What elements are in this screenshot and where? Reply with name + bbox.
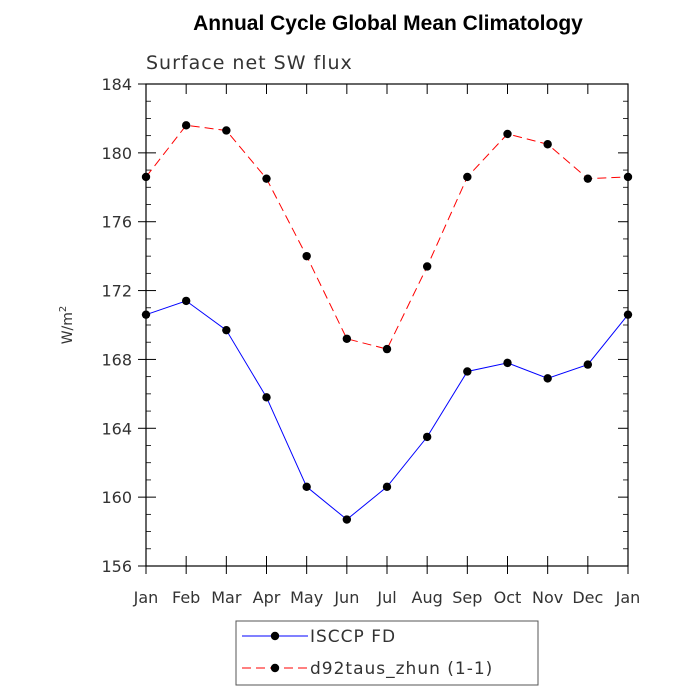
data-point bbox=[503, 129, 512, 139]
data-point bbox=[302, 251, 311, 261]
legend-box bbox=[235, 620, 539, 686]
x-tick-label: Aug bbox=[412, 588, 443, 607]
legend-label: ISCCP FD bbox=[310, 627, 396, 647]
y-tick-label: 168 bbox=[101, 350, 132, 369]
data-point bbox=[342, 334, 352, 343]
data-point bbox=[543, 374, 552, 383]
y-tick-label: 184 bbox=[101, 75, 132, 94]
data-point bbox=[382, 344, 392, 354]
y-tick-label: 160 bbox=[101, 488, 132, 507]
x-tick-label: Feb bbox=[172, 588, 200, 607]
data-point bbox=[342, 515, 352, 524]
x-tick-label: Dec bbox=[572, 588, 603, 607]
data-point bbox=[463, 172, 472, 182]
data-point bbox=[302, 482, 311, 492]
chart-subtitle: Surface net SW flux bbox=[146, 52, 353, 74]
data-point bbox=[583, 360, 593, 369]
data-point bbox=[181, 121, 191, 130]
data-point bbox=[262, 393, 271, 402]
legend-marker bbox=[270, 631, 280, 641]
legend-marker bbox=[270, 663, 280, 673]
x-tick-label: Jan bbox=[133, 588, 159, 607]
y-axis-label: W/m2 bbox=[58, 306, 76, 345]
y-tick-label: 180 bbox=[101, 144, 132, 163]
data-point bbox=[181, 296, 191, 306]
chart-title: Annual Cycle Global Mean Climatology bbox=[193, 12, 583, 35]
data-point bbox=[583, 174, 593, 183]
x-tick-label: Mar bbox=[211, 588, 242, 607]
data-point bbox=[382, 482, 392, 492]
x-tick-labels: Jan Feb Mar Apr May Jun Jul Aug Sep Oct Nov Dec Jan bbox=[133, 588, 641, 607]
x-tick-label: Nov bbox=[532, 588, 563, 607]
x-tick-label: Oct bbox=[494, 588, 522, 607]
x-tick-label: May bbox=[290, 588, 323, 607]
data-point bbox=[463, 367, 472, 376]
y-tick-label: 176 bbox=[101, 213, 132, 232]
x-tick-label: Sep bbox=[452, 588, 482, 607]
data-point bbox=[422, 432, 432, 442]
y-tick-label: 156 bbox=[101, 557, 132, 576]
series-layer bbox=[141, 121, 633, 524]
x-tick-label: Apr bbox=[253, 588, 281, 607]
x-tick-label: Jan bbox=[615, 588, 641, 607]
data-point bbox=[503, 358, 512, 368]
x-tick-label: Jun bbox=[333, 588, 359, 607]
y-tick-labels: 156 160 164 168 172 176 180 184 bbox=[101, 75, 132, 576]
data-point bbox=[422, 262, 432, 271]
data-point bbox=[262, 174, 271, 183]
series-line bbox=[145, 124, 629, 350]
plot-frame bbox=[145, 83, 629, 567]
y-tick-label: 172 bbox=[101, 282, 132, 301]
axis-ticks bbox=[138, 83, 629, 574]
y-tick-label: 164 bbox=[101, 419, 132, 438]
data-point bbox=[222, 325, 231, 335]
legend: ISCCP FD d92taus_zhun (1-1) bbox=[235, 620, 539, 686]
data-point bbox=[543, 140, 552, 149]
legend-label: d92taus_zhun (1-1) bbox=[310, 659, 493, 679]
x-tick-label: Jul bbox=[376, 588, 396, 607]
data-point bbox=[222, 126, 231, 135]
